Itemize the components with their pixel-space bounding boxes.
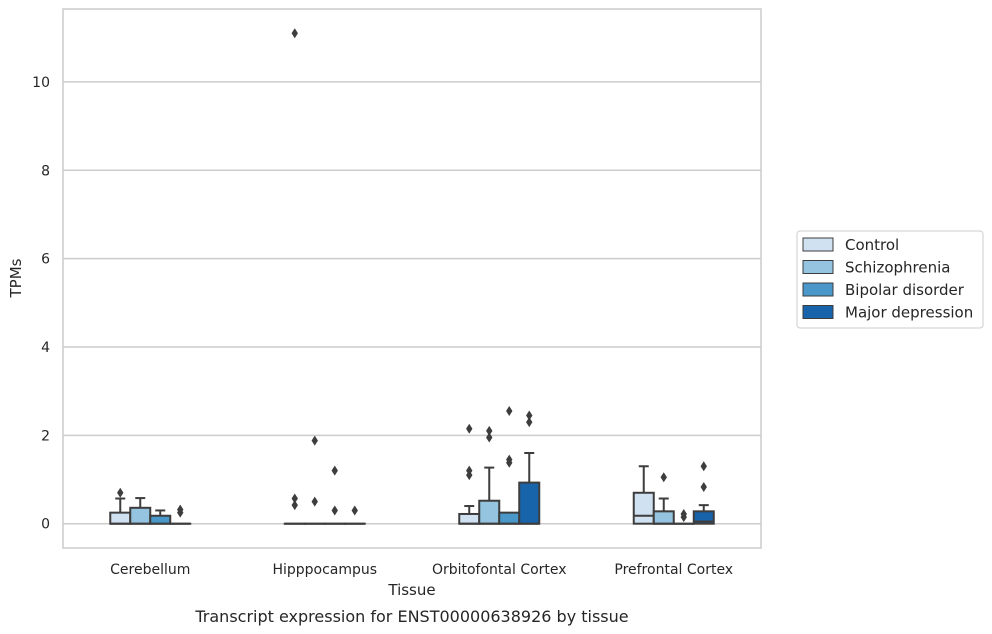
- box-group: [303, 435, 326, 525]
- x-axis-label: Tissue: [387, 581, 435, 599]
- outlier-point: [526, 410, 533, 421]
- legend: Control Schizophrenia Bipolar disorder Majo…: [796, 230, 984, 329]
- x-tick-label: Hipppocampus: [272, 562, 377, 578]
- y-tick-label: 10: [32, 75, 50, 91]
- x-tick-label: Prefrontal Cortex: [614, 562, 733, 578]
- box-group: [343, 505, 366, 525]
- outlier-point: [486, 425, 493, 436]
- box: [458, 512, 481, 525]
- box-group: [478, 425, 501, 525]
- box-group: [109, 487, 132, 525]
- legend-swatch: [802, 305, 834, 319]
- x-tick-label: Cerebellum: [110, 562, 190, 578]
- box-group: [149, 509, 172, 525]
- legend-label: Control: [845, 236, 899, 254]
- gridlines: [63, 81, 761, 525]
- y-axis-ticks: 0 2 4 6 8 10: [32, 75, 50, 533]
- box-group: [323, 465, 346, 525]
- plot-area-frame: [62, 8, 762, 549]
- outlier-point: [660, 472, 667, 483]
- outlier-point: [506, 454, 513, 465]
- y-tick-label: 6: [41, 252, 50, 268]
- outlier-point: [291, 493, 298, 504]
- x-axis-ticks: Cerebellum Hipppocampus Orbitofontal Corte…: [110, 562, 733, 578]
- legend-label: Major depression: [845, 304, 973, 322]
- outlier-point: [117, 487, 124, 498]
- box-group: [518, 410, 541, 525]
- box: [632, 491, 655, 525]
- chart-caption: Transcript expression for ENST0000063892…: [194, 607, 628, 626]
- outlier-point: [311, 435, 318, 446]
- boxes: [109, 28, 715, 525]
- box-group: [498, 406, 521, 525]
- box: [518, 481, 541, 525]
- box-group: [169, 504, 192, 525]
- box-group: [672, 508, 695, 525]
- box-group: [692, 461, 715, 525]
- y-axis-label: TPMs: [7, 258, 25, 298]
- box: [109, 511, 132, 525]
- y-tick-label: 8: [41, 163, 50, 179]
- y-tick-label: 4: [41, 340, 50, 356]
- outlier-point: [331, 465, 338, 476]
- legend-frame: [796, 230, 984, 329]
- box: [652, 510, 675, 525]
- outlier-point: [291, 28, 298, 39]
- box: [129, 506, 152, 525]
- outlier-point: [351, 505, 358, 516]
- box-group: [283, 28, 306, 525]
- outlier-point: [700, 482, 707, 493]
- y-tick-label: 0: [41, 517, 50, 533]
- outlier-point: [466, 465, 473, 476]
- box-group: [458, 423, 481, 525]
- legend-label: Bipolar disorder: [845, 281, 965, 299]
- outlier-point: [466, 423, 473, 434]
- outlier-point: [291, 500, 298, 511]
- y-tick-label: 2: [41, 428, 50, 444]
- legend-swatch: [802, 260, 834, 274]
- legend-swatch: [802, 237, 834, 252]
- box-group: [652, 472, 675, 525]
- outlier-point: [700, 461, 707, 472]
- box: [478, 499, 501, 525]
- outlier-point: [680, 508, 687, 519]
- box: [149, 514, 172, 525]
- x-tick-label: Orbitofontal Cortex: [432, 562, 567, 578]
- outlier-point: [311, 496, 318, 507]
- outlier-point: [506, 406, 513, 417]
- outlier-point: [526, 417, 533, 428]
- outlier-point: [486, 432, 493, 443]
- box: [498, 511, 521, 525]
- outlier-point: [177, 504, 184, 515]
- box-group: [632, 465, 655, 525]
- legend-swatch: [802, 282, 834, 297]
- outlier-point: [331, 505, 338, 516]
- legend-label: Schizophrenia: [845, 259, 950, 277]
- box-group: [129, 497, 152, 525]
